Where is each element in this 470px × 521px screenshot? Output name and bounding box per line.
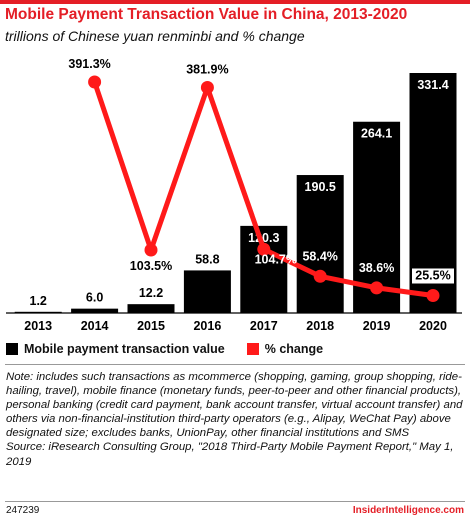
legend-label-change: % change [264, 342, 324, 356]
x-tick-label-2015: 2015 [137, 319, 165, 333]
bar-label-2019: 264.1 [361, 127, 392, 141]
point-label-2016: 381.9% [186, 62, 228, 76]
legend-swatch-value [6, 343, 18, 355]
point-2015 [144, 243, 158, 257]
point-label-2017: 104.7% [255, 252, 297, 266]
brand-logo-text: InsiderIntelligence.com [352, 505, 464, 516]
note-text: Note: includes such transactions as mcom… [6, 371, 463, 440]
point-2017 [257, 242, 271, 256]
top-accent-bar [0, 0, 470, 4]
bar-label-2018: 190.5 [305, 180, 336, 194]
x-tick-label-2014: 2014 [81, 319, 109, 333]
point-label-2020: 25.5% [415, 269, 450, 283]
chart-subtitle: trillions of Chinese yuan renminbi and %… [5, 28, 305, 44]
bar-2013 [14, 311, 62, 313]
x-tick-label-2013: 2013 [24, 319, 52, 333]
bar-2017 [240, 225, 288, 313]
bar-2016 [183, 270, 231, 313]
point-label-2015: 103.5% [130, 259, 172, 273]
point-2016 [200, 80, 214, 94]
bar-2019 [353, 121, 401, 314]
point-label-2014: 391.3% [68, 57, 110, 71]
legend-label-value: Mobile payment transaction value [24, 342, 225, 356]
x-tick-label-2019: 2019 [363, 319, 391, 333]
legend-item-change: % change [246, 342, 324, 356]
point-label-2018: 58.4% [302, 249, 337, 263]
footer-divider [5, 501, 465, 502]
bar-label-2016: 58.8 [195, 252, 219, 266]
legend-swatch-change [246, 343, 259, 355]
bar-label-2020: 331.4 [417, 78, 448, 92]
bar-label-2015: 12.2 [139, 286, 163, 300]
point-label-2019: 38.6% [359, 261, 394, 275]
chart-title: Mobile Payment Transaction Value in Chin… [5, 6, 408, 23]
point-2020 [426, 289, 440, 302]
point-2019 [370, 281, 384, 295]
point-2018 [313, 269, 327, 283]
x-tick-label-2020: 2020 [419, 319, 447, 333]
point-label-bg-2020 [412, 268, 454, 284]
note-divider [5, 364, 465, 365]
bar-label-2013: 1.2 [30, 294, 47, 308]
x-tick-label-2016: 2016 [193, 319, 221, 333]
point-2014 [88, 75, 102, 89]
chart-id: 247239 [6, 505, 40, 516]
bar-label-2014: 6.0 [86, 291, 103, 305]
bar-2014 [71, 308, 119, 313]
source-text: Source: iResearch Consulting Group, "201… [6, 441, 454, 468]
note-block: Note: includes such transactions as mcom… [6, 370, 464, 469]
chart-legend: Mobile payment transaction value % chang… [6, 341, 345, 357]
x-tick-label-2018: 2018 [306, 319, 334, 333]
x-tick-label-2017: 2017 [250, 319, 278, 333]
bar-2015 [127, 304, 175, 313]
chart-plot: 1.220136.0201412.2201558.82016120.320171… [6, 57, 462, 333]
legend-item-value: Mobile payment transaction value [6, 342, 225, 356]
bar-2018 [296, 175, 344, 313]
